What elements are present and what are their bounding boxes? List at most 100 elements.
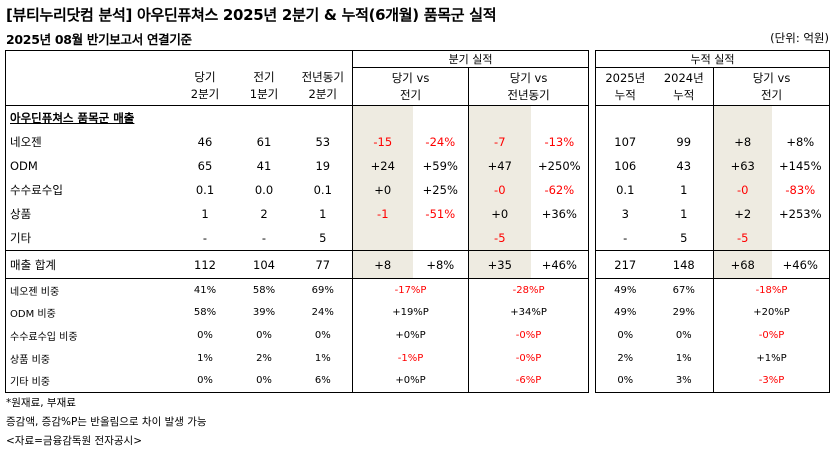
change-cell: -0 — [713, 178, 772, 202]
value-cell: 5 — [319, 231, 327, 245]
change-cell: +47 — [468, 154, 531, 178]
header-text: 2024년 — [663, 70, 704, 85]
ratio-label: 네오젠 비중 — [10, 286, 60, 298]
total-change-pct: +8% — [412, 250, 469, 279]
cumulative-table: 누적 실적 2025년 누적 2024년 누적 당기 vs 전기 107 99 +8 +8% 106 4… — [595, 50, 831, 393]
value-cell: 46 — [197, 135, 213, 149]
table-row: 106 43 +63 +145% — [596, 154, 830, 178]
total-value: 217 — [595, 250, 655, 279]
ratio-value: 67% — [672, 284, 695, 296]
header-group-row: 누적 실적 — [595, 50, 830, 68]
ratio-label: 수수료수입 비중 — [10, 331, 78, 343]
value-cell: 1 — [319, 207, 327, 221]
change-cell: -15 — [352, 130, 413, 154]
total-change: +68 — [713, 250, 772, 279]
change-cell: +24 — [352, 154, 413, 178]
ratio-value: 58% — [252, 284, 276, 296]
ratio-row: 수수료수입 비중 0% 0% 0% +0%P -0%P — [6, 324, 589, 347]
change-pct-cell: +253% — [779, 207, 822, 221]
value-cell: 106 — [614, 159, 637, 173]
change-pct-cell: -62% — [544, 183, 575, 197]
ratio-value: 0% — [314, 329, 331, 341]
row-label: 기타 — [10, 231, 32, 245]
change-cell: -5 — [468, 226, 531, 251]
ratio-value: 1% — [197, 352, 213, 364]
ratio-row: 기타 비중 0% 0% 6% +0%P -6%P — [6, 369, 589, 393]
ratio-row: 49% 67% -18%P — [596, 278, 830, 302]
ratio-value: 0% — [256, 329, 272, 341]
ratio-row: 0% 3% -3%P — [596, 369, 830, 393]
ratio-change: +0%P — [352, 369, 469, 393]
ratio-value: 49% — [614, 284, 637, 296]
total-row: 매출 합계 112 104 77 +8 +8% +35 +46% — [5, 250, 589, 279]
total-change-pct: +46% — [530, 250, 589, 279]
value-cell: 1 — [680, 183, 688, 197]
header-text: 2분기 — [308, 87, 337, 102]
ratio-value: 39% — [252, 307, 276, 319]
header-text: 당기 — [194, 70, 216, 85]
value-cell: 41 — [256, 159, 272, 173]
header-text: 전기 — [760, 87, 783, 102]
header-text: 당기 vs — [752, 70, 791, 85]
total-change: +8 — [352, 250, 413, 279]
column-header: 당기 2분기 — [175, 67, 235, 106]
ratio-change: -6%P — [468, 369, 589, 393]
section-row: 아우딘퓨쳐스 품목군 매출 — [6, 105, 589, 130]
ratio-row: 2% 1% +1%P — [596, 346, 830, 370]
value-cell: 53 — [315, 135, 331, 149]
row-label: 네오젠 — [10, 135, 42, 149]
value-cell: 0.1 — [313, 183, 332, 197]
ratio-value: 3% — [675, 375, 692, 387]
row-label: 상품 — [10, 207, 32, 221]
column-header: 2024년 누적 — [654, 67, 714, 106]
change-cell — [352, 226, 413, 251]
report-subtitle: 2025년 08월 반기보고서 연결기준 — [6, 32, 192, 47]
ratio-change: -17%P — [352, 278, 469, 302]
ratio-value: 58% — [193, 307, 217, 319]
ratio-label: ODM 비중 — [10, 309, 56, 321]
column-header: 전기 1분기 — [234, 67, 294, 106]
change-pct-cell: +250% — [538, 159, 581, 173]
table-row: 기타 - -5 -5 — [6, 226, 589, 251]
ratio-value: 69% — [311, 284, 334, 296]
ratio-value: 2% — [617, 352, 634, 364]
ratio-value: 29% — [672, 307, 695, 319]
section-row — [596, 105, 830, 130]
change-pct-cell: +25% — [422, 183, 458, 197]
total-value: 148 — [654, 250, 714, 279]
ratio-row: 상품 비중 1% 2% 1% -1%P -0%P — [6, 346, 589, 370]
ratio-value: 0% — [256, 375, 272, 387]
change-pct-cell: -83% — [785, 183, 816, 197]
header-text: 누적 — [614, 87, 636, 102]
change-pct-cell: -13% — [544, 135, 575, 149]
value-cell: 61 — [256, 135, 272, 149]
quarterly-group-label: 분기 실적 — [352, 50, 589, 68]
header-text: 전기 — [253, 70, 275, 85]
change-pct-cell: +8% — [786, 135, 815, 149]
cumulative-group-label: 누적 실적 — [595, 50, 830, 68]
ratio-value: 1% — [675, 352, 692, 364]
change-pct-cell: -24% — [425, 135, 456, 149]
total-value: 112 — [175, 250, 235, 279]
total-value: 104 — [234, 250, 294, 279]
header-row: 2025년 누적 2024년 누적 당기 vs 전기 — [595, 67, 830, 106]
ratio-change: +20%P — [712, 301, 830, 325]
header-group-row: 분기 실적 — [6, 50, 589, 68]
row-label: 수수료수입 — [10, 183, 63, 197]
table-row: ODM 65 41 19 +24 +59% +47 +250% — [6, 154, 589, 178]
ratio-change: +34%P — [468, 301, 589, 325]
change-cell: -0 — [468, 178, 531, 202]
column-header: 당기 vs 전기 — [712, 67, 830, 106]
unit-label: (단위: 억원) — [770, 31, 829, 45]
value-cell: 43 — [676, 159, 692, 173]
change-pct-cell: +145% — [779, 159, 822, 173]
ratio-change: -0%P — [468, 346, 589, 370]
ratio-change: +19%P — [352, 301, 469, 325]
total-label: 매출 합계 — [5, 250, 176, 279]
total-change-pct: +46% — [771, 250, 830, 279]
table-row: 네오젠 46 61 53 -15 -24% -7 -13% — [6, 130, 589, 154]
ratio-change: -0%P — [468, 324, 589, 347]
row-label: ODM — [10, 159, 38, 173]
table-row: 107 99 +8 +8% — [596, 130, 830, 154]
report-title: [뷰티누리닷컴 분석] 아우딘퓨쳐스 2025년 2분기 & 누적(6개월) 품… — [6, 6, 497, 24]
